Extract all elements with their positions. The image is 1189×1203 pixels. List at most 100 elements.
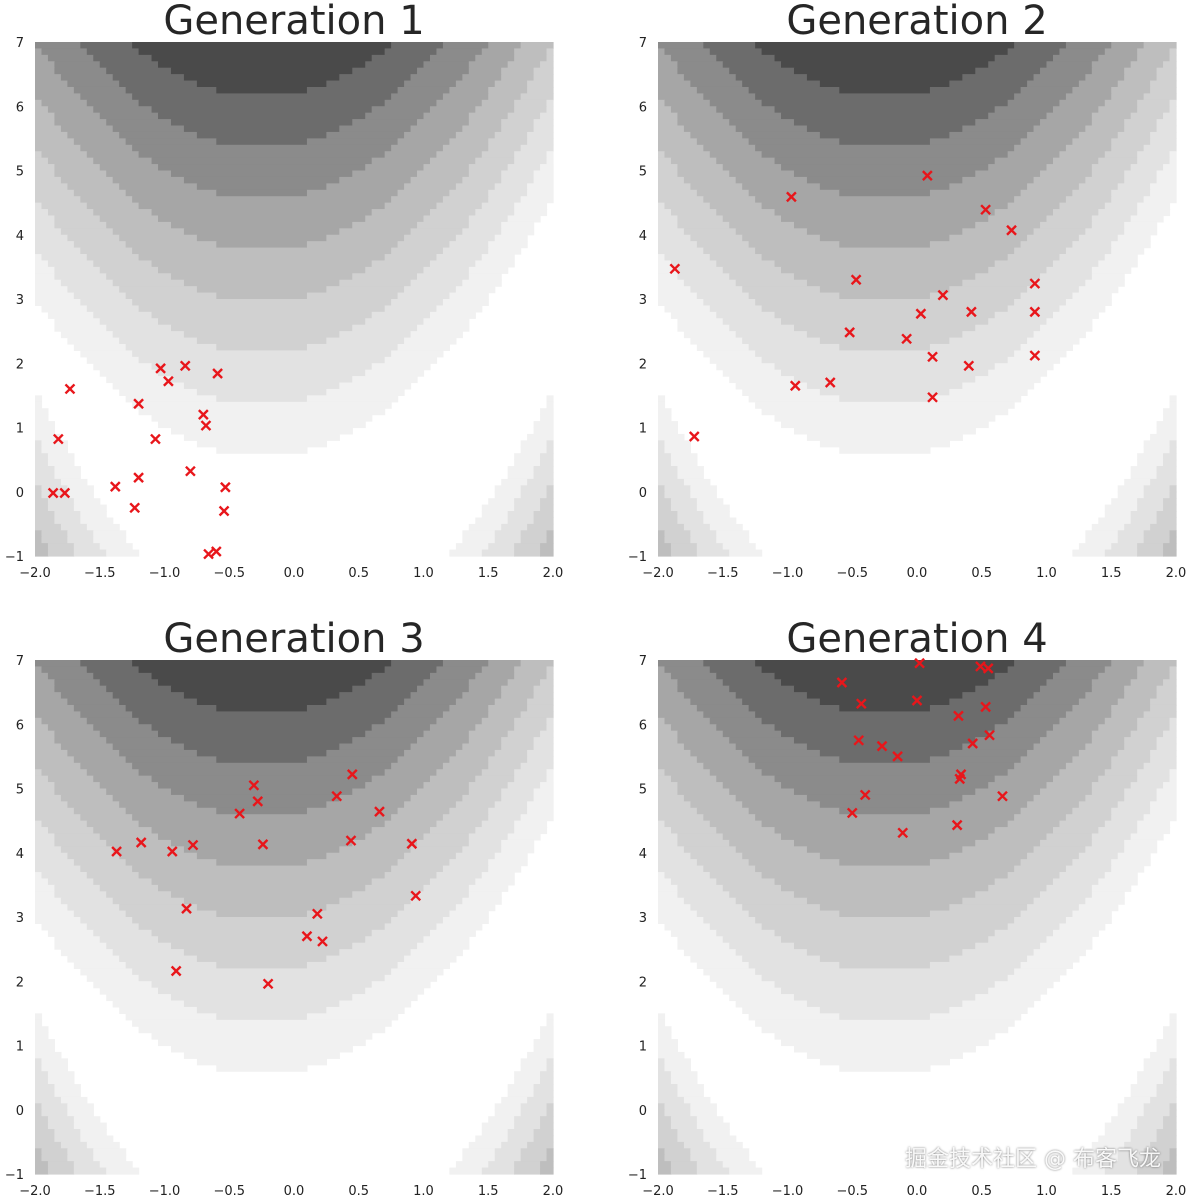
subplot-title: Generation 1 xyxy=(163,0,424,44)
subplot-title: Generation 3 xyxy=(163,616,424,662)
y-tick-label: −1 xyxy=(628,550,647,565)
x-tick-label: 2.0 xyxy=(543,1184,564,1199)
population-point xyxy=(59,487,71,499)
population-point xyxy=(853,734,865,746)
x-tick-label: −1.0 xyxy=(772,566,804,581)
population-point xyxy=(301,930,313,942)
population-point xyxy=(410,890,422,902)
y-tick-label: 4 xyxy=(16,847,24,862)
y-tick-label: 3 xyxy=(639,911,647,926)
population-point xyxy=(911,695,923,706)
population-point xyxy=(163,375,174,387)
population-point xyxy=(846,807,858,819)
population-point xyxy=(937,289,949,301)
x-tick-label: −0.5 xyxy=(836,1184,868,1199)
contour-field xyxy=(35,42,554,557)
y-tick-label: 3 xyxy=(16,293,24,308)
population-point xyxy=(951,819,963,831)
x-tick-label: 0.5 xyxy=(971,566,992,581)
population-point xyxy=(897,827,909,839)
x-tick-label: 2.0 xyxy=(1166,1184,1187,1199)
y-tick-label: 0 xyxy=(639,1104,647,1119)
population-point xyxy=(317,936,328,947)
population-point xyxy=(1029,350,1041,361)
population-point xyxy=(927,391,938,403)
y-tick-label: 2 xyxy=(16,975,24,990)
y-tick-label: 5 xyxy=(16,165,24,180)
contour-field xyxy=(658,42,1177,557)
population-point xyxy=(1029,306,1041,318)
population-point xyxy=(133,398,144,410)
subplot-title: Generation 2 xyxy=(786,0,1047,44)
y-tick-label: 5 xyxy=(639,165,647,180)
population-point xyxy=(252,796,264,807)
subplot-4: Generation 4 −2.0 −1.5 −1.0 −0.5 0.0 0.5 1.0 1.5… xyxy=(628,616,1187,1199)
y-tick-label: 1 xyxy=(16,422,24,437)
x-tick-label: 0.5 xyxy=(348,566,369,581)
population-point xyxy=(901,333,912,345)
y-tick-label: 2 xyxy=(639,357,647,372)
population-point xyxy=(915,308,927,320)
population-point xyxy=(892,751,903,762)
population-point xyxy=(346,769,358,780)
x-tick-label: 0.0 xyxy=(907,566,928,581)
x-tick-label: −1.0 xyxy=(772,1184,804,1199)
population-point xyxy=(262,978,274,990)
population-point xyxy=(980,701,991,713)
population-point xyxy=(997,790,1008,802)
population-point xyxy=(980,204,991,216)
x-tick-label: 0.0 xyxy=(284,566,305,581)
x-tick-label: −1.5 xyxy=(84,1184,116,1199)
population-point xyxy=(311,908,323,920)
population-markers xyxy=(47,360,231,560)
population-point xyxy=(220,481,231,493)
population-point xyxy=(953,710,964,722)
population-point xyxy=(248,779,260,791)
x-tick-label: 1.5 xyxy=(478,1184,499,1199)
x-tick-label: −1.0 xyxy=(149,1184,181,1199)
x-tick-label: −2.0 xyxy=(19,566,51,581)
x-tick-label: 2.0 xyxy=(543,566,564,581)
y-tick-label: −1 xyxy=(5,1168,24,1183)
x-tick-label: −2.0 xyxy=(642,1184,674,1199)
y-tick-label: 5 xyxy=(639,783,647,798)
y-tick-label: 3 xyxy=(639,293,647,308)
y-tick-label: 7 xyxy=(639,654,647,669)
y-tick-label: −1 xyxy=(5,550,24,565)
y-tick-label: 4 xyxy=(639,847,647,862)
population-point xyxy=(155,363,166,374)
watermark: 掘金技术社区 @ 布客飞龙 xyxy=(905,1147,1161,1172)
x-tick-label: −0.5 xyxy=(213,1184,245,1199)
y-tick-label: 6 xyxy=(639,718,647,733)
y-tick-label: 2 xyxy=(16,357,24,372)
population-point xyxy=(111,846,122,857)
population-point xyxy=(166,846,178,857)
contour-field xyxy=(658,660,1177,1175)
contour-field xyxy=(35,660,554,1175)
population-point xyxy=(203,548,214,560)
population-point xyxy=(185,465,196,477)
x-tick-label: 1.0 xyxy=(413,566,434,581)
x-tick-label: −0.5 xyxy=(213,566,245,581)
subplot-1: Generation 1 −2.0 −1.5 −1.0 −0.5 0.0 0.5 1.0 1.5… xyxy=(5,0,564,581)
population-point xyxy=(859,789,871,801)
population-point xyxy=(129,502,141,514)
x-tick-label: −2.0 xyxy=(19,1184,51,1199)
y-tick-label: 4 xyxy=(639,229,647,244)
population-point xyxy=(824,377,836,388)
y-tick-label: 0 xyxy=(639,486,647,501)
subplot-3: Generation 3 −2.0 −1.5 −1.0 −0.5 0.0 0.5 1.0 1.5… xyxy=(5,616,564,1199)
population-point xyxy=(179,360,191,372)
y-tick-label: 3 xyxy=(16,911,24,926)
population-point xyxy=(876,740,888,752)
population-point xyxy=(52,433,64,445)
y-tick-label: 7 xyxy=(639,36,647,51)
population-point xyxy=(836,677,848,688)
population-point xyxy=(109,481,121,492)
population-point xyxy=(927,351,938,363)
population-point xyxy=(786,191,797,203)
x-tick-label: 1.5 xyxy=(478,566,499,581)
y-tick-label: 7 xyxy=(16,654,24,669)
population-markers xyxy=(836,657,1008,839)
population-point xyxy=(406,838,418,850)
